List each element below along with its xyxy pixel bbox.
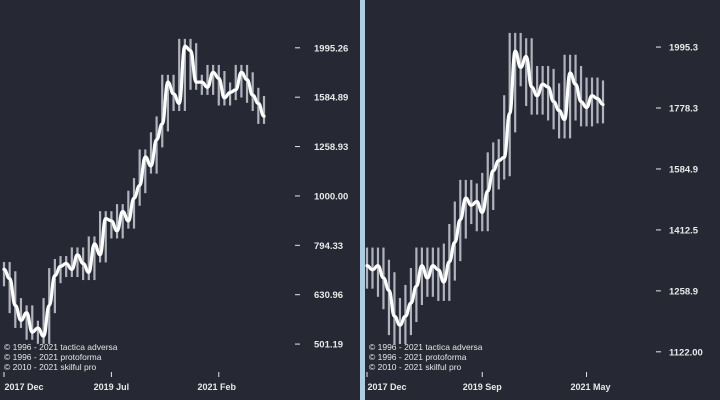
y-tick-label: 1778.3 [669,104,698,115]
panel-divider[interactable] [360,0,365,400]
chart-left: 1995.26 1584.89 1258.93 1000.00 794.33 630.96… [2,38,348,392]
copyright-line: © 1996 - 2021 tactica adversa [369,342,483,352]
y-tick-label: 1000.00 [314,191,348,202]
y-tick-label: 794.33 [314,241,343,252]
chart-panel-right: 1995.3 1778.3 1584.9 1412.5 1258.9 1122.00 201… [365,0,720,400]
chart-right: 1995.3 1778.3 1584.9 1412.5 1258.9 1122.00 201… [365,32,703,392]
y-tick-label: 630.96 [314,290,343,301]
y-tick-label: 1584.89 [314,93,348,104]
copyright-block-right: © 1996 - 2021 tactica adversa © 1996 - 2… [369,342,483,372]
y-tick-label: 1584.9 [669,164,698,175]
price-line [365,49,605,327]
copyright-block-left: © 1996 - 2021 tactica adversa © 1996 - 2… [4,342,118,372]
y-tick-label: 1258.9 [669,286,698,297]
y-tick-label: 1995.26 [314,43,348,54]
price-line [2,44,266,338]
x-tick-label: 2019 Jul [94,382,130,392]
x-tick-label: 2021 Feb [198,382,237,392]
y-tick-label: 1995.3 [669,43,698,54]
x-tick-label: 2021 May [571,382,611,392]
x-tick-label: 2019 Sep [463,382,503,392]
copyright-line: © 2010 - 2021 skilful pro [369,362,462,372]
copyright-line: © 1996 - 2021 tactica adversa [4,342,118,352]
x-tick-label: 2017 Dec [367,382,406,392]
y-tick-label: 501.19 [314,340,343,351]
copyright-line: © 1996 - 2021 protoforma [4,352,102,362]
y-tick-label: 1122.00 [669,347,703,358]
chart-panel-left: 1995.26 1584.89 1258.93 1000.00 794.33 630.96… [2,38,349,392]
x-tick-label: 2017 Dec [4,382,43,392]
y-tick-label: 1258.93 [314,142,348,153]
y-tick-label: 1412.5 [669,225,699,236]
copyright-line: © 1996 - 2021 protoforma [369,352,467,362]
copyright-line: © 2010 - 2021 skilful pro [4,362,97,372]
